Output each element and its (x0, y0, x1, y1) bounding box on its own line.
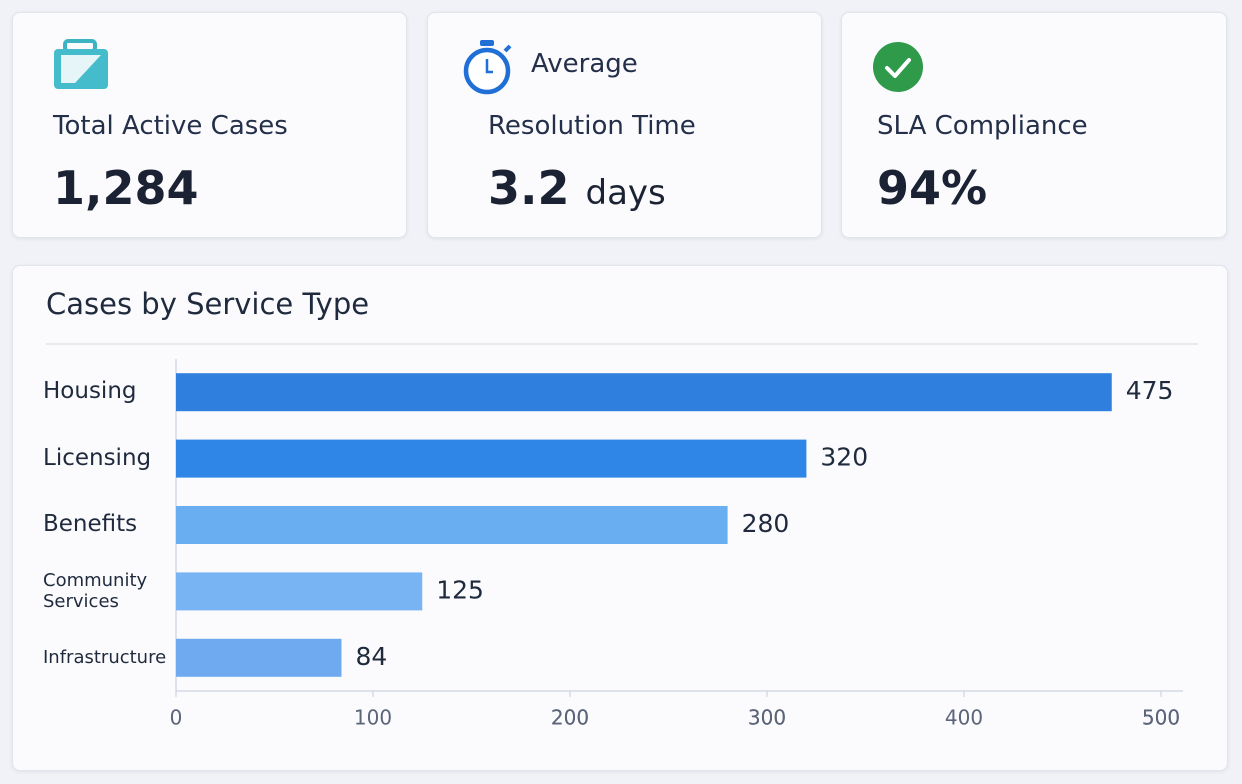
x-tick-label: 300 (748, 706, 786, 730)
value-label: 125 (436, 575, 484, 604)
value-label: 320 (820, 443, 868, 472)
bar (176, 373, 1112, 412)
category-label-box: Benefits (43, 511, 138, 538)
x-tick-label: 200 (551, 706, 589, 730)
x-tick-label: 400 (945, 706, 983, 730)
category-label-box: Housing (43, 378, 137, 405)
kpi-card: SLA Compliance 94% (841, 12, 1227, 238)
category-label: Infrastructure (43, 647, 167, 668)
x-tick-label: 500 (1142, 706, 1180, 730)
kpi-card: Average Resolution Time 3.2 days (427, 12, 822, 238)
x-tick-label: 500 (1142, 706, 1180, 730)
value-label: 280 (742, 509, 790, 538)
category-label: Housing (43, 378, 137, 405)
kpi-unit: days (585, 173, 666, 213)
category-label: Licensing (43, 444, 152, 471)
chart-card: Cases by Service Type 0 100 200 200 300 300 40… (12, 265, 1228, 771)
stopwatch-icon (463, 40, 512, 95)
category-label-box: Licensing (43, 444, 152, 471)
value-label: 84 (355, 642, 387, 671)
kpi-label: Resolution Time (488, 111, 696, 141)
category-label: Benefits (43, 511, 138, 538)
chart-title: Cases by Service Type (46, 287, 369, 321)
x-tick-label: 0 (170, 706, 183, 730)
x-tick-label: 200 (551, 706, 589, 730)
kpi-label: Average (531, 49, 638, 79)
kpi-value: 1,284 (53, 161, 199, 215)
kpi-value: 94% (877, 161, 988, 215)
bar (176, 506, 728, 544)
value-label: 475 (1126, 376, 1174, 405)
x-tick-label: 300 (748, 706, 786, 730)
category-label-box: Community Services (43, 569, 148, 613)
kpi-number: 3.2 (488, 161, 570, 215)
kpi-label: SLA Compliance (877, 111, 1088, 141)
briefcase-icon (54, 39, 108, 89)
category-label: Community Services (43, 569, 148, 613)
kpi-value: 3.2 days (488, 161, 666, 215)
bar (176, 572, 423, 611)
bar (176, 638, 342, 677)
bar (176, 439, 807, 478)
check-icon (873, 42, 923, 92)
kpi-label: Total Active Cases (53, 111, 288, 141)
kpi-card: Total Active Cases 1,284 (12, 12, 407, 238)
category-label-box: Infrastructure (43, 647, 167, 668)
x-tick-label: 100 (354, 706, 392, 730)
